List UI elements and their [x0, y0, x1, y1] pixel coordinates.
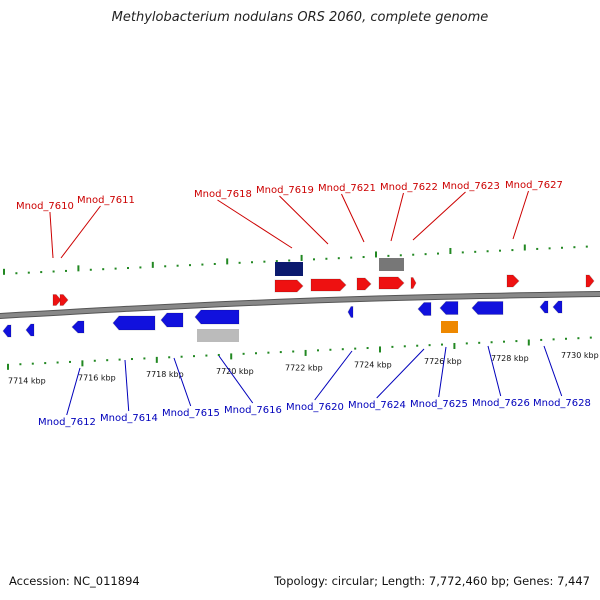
- backbone-arc: [0, 292, 600, 318]
- gene-mnod-7618: [274, 279, 304, 293]
- gene-mnod-7624: [417, 302, 432, 316]
- gene-label: Mnod_7624: [348, 400, 406, 411]
- gene-mnod-7620: [347, 306, 354, 318]
- gene-label: Mnod_7620: [286, 402, 344, 413]
- orange-feature-box: [441, 321, 458, 333]
- navy-feature-box: [275, 262, 303, 276]
- gene-reverse-right: [552, 300, 563, 314]
- gray-feature-box: [379, 258, 404, 271]
- gene-mnod-7623: [410, 277, 417, 289]
- gene-mnod-7627: [506, 274, 520, 288]
- gene-mnod-7615: [160, 312, 184, 328]
- leader-line: [173, 357, 192, 407]
- leader-line: [390, 192, 404, 242]
- leader-line: [218, 355, 254, 404]
- gene-label: Mnod_7616: [224, 405, 282, 416]
- leader-line: [512, 190, 529, 240]
- gene-reverse-edge: [2, 324, 12, 338]
- scale-label: 7714 kbp: [8, 377, 46, 386]
- leader-line: [49, 211, 54, 259]
- gene-label: Mnod_7611: [77, 195, 135, 206]
- gene-reverse-small: [25, 323, 35, 337]
- leader-line: [487, 345, 502, 397]
- light-gray-feature-box: [197, 329, 239, 342]
- leader-line: [60, 205, 101, 259]
- scale-label: 7718 kbp: [146, 370, 184, 379]
- gene-mnod-7619: [310, 278, 347, 292]
- gene-label: Mnod_7627: [505, 180, 563, 191]
- gene-label: Mnod_7623: [442, 181, 500, 192]
- scale-label: 7728 kbp: [491, 354, 529, 363]
- leader-line: [543, 345, 563, 397]
- gene-mnod-7612: [71, 320, 85, 334]
- leader-line: [376, 348, 425, 399]
- leader-line: [438, 346, 447, 398]
- gene-label: Mnod_7614: [100, 413, 158, 424]
- genome-title: Methylobacterium nodulans ORS 2060, comp…: [111, 10, 489, 25]
- gene-label: Mnod_7612: [38, 417, 96, 428]
- scale-label: 7726 kbp: [424, 357, 462, 366]
- gene-mnod-7626: [471, 301, 504, 315]
- leader-line: [412, 191, 466, 241]
- scale-label: 7722 kbp: [285, 364, 323, 373]
- gene-label: Mnod_7628: [533, 398, 591, 409]
- leader-line: [217, 199, 293, 249]
- gene-mnod-7611: [59, 294, 69, 306]
- gene-label: Mnod_7621: [318, 183, 376, 194]
- gene-label: Mnod_7626: [472, 398, 530, 409]
- gene-mnod-7614: [112, 315, 156, 331]
- leader-line: [124, 359, 130, 412]
- gene-mnod-7622: [378, 276, 405, 290]
- gene-mnod-7625: [439, 301, 459, 315]
- gene-label: Mnod_7619: [256, 185, 314, 196]
- gene-label: Mnod_7625: [410, 399, 468, 410]
- accession-text: Accession: NC_011894: [9, 574, 140, 588]
- gene-mnod-7616: [194, 309, 240, 325]
- gene-mnod-7621: [356, 277, 372, 291]
- genome-summary-text: Topology: circular; Length: 7,772,460 bp…: [274, 574, 590, 588]
- scale-label: 7720 kbp: [216, 367, 254, 376]
- gene-mnod-7628: [539, 300, 549, 314]
- gene-label: Mnod_7618: [194, 189, 252, 200]
- leader-line: [314, 350, 353, 401]
- gene-label: Mnod_7615: [162, 408, 220, 419]
- scale-label: 7730 kbp: [561, 351, 599, 360]
- leader-line: [341, 193, 365, 243]
- scale-label: 7724 kbp: [354, 360, 392, 369]
- gene-label: Mnod_7610: [16, 201, 74, 212]
- gene-forward-edge: [585, 274, 595, 288]
- scale-label: 7716 kbp: [78, 373, 116, 382]
- gene-label: Mnod_7622: [380, 182, 438, 193]
- gene-mnod-7610: [52, 294, 62, 306]
- leader-line: [279, 195, 329, 245]
- leader-line: [66, 367, 81, 416]
